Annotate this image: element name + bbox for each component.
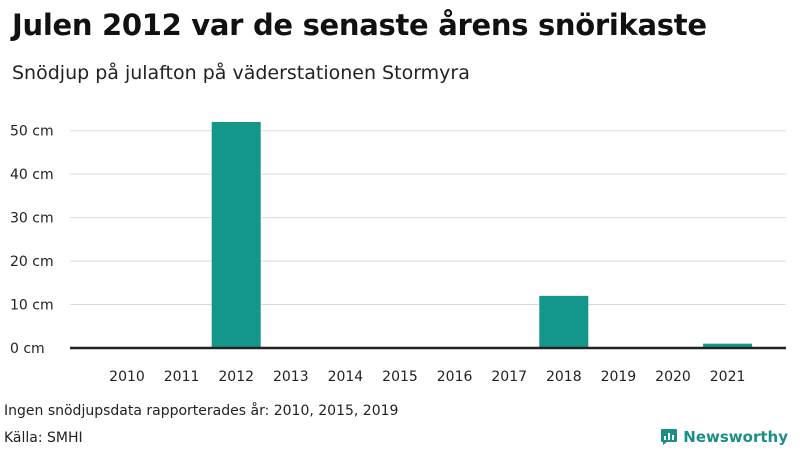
source-note: Källa: SMHI <box>4 430 83 446</box>
data-note: Ingen snödjupsdata rapporterades år: 201… <box>4 403 399 419</box>
brand-logo: Newsworthy <box>660 428 788 446</box>
x-tick-label: 2010 <box>109 369 145 385</box>
y-tick-label: 50 cm <box>10 124 54 140</box>
x-tick-label: 2018 <box>546 369 582 385</box>
y-tick-label: 40 cm <box>10 167 54 183</box>
chart-title: Julen 2012 var de senaste årens snörikas… <box>12 8 707 42</box>
bar-2012 <box>211 122 261 348</box>
x-tick-label: 2011 <box>164 369 200 385</box>
y-tick-label: 0 cm <box>10 341 45 357</box>
x-tick-label: 2020 <box>655 369 691 385</box>
x-tick-label: 2013 <box>273 369 309 385</box>
bar-2021 <box>703 343 753 348</box>
chart-subtitle: Snödjup på julafton på väderstationen St… <box>12 62 470 84</box>
y-tick-label: 30 cm <box>10 211 54 227</box>
x-tick-label: 2021 <box>710 369 746 385</box>
x-tick-label: 2015 <box>382 369 418 385</box>
brand-name: Newsworthy <box>683 428 788 446</box>
x-tick-label: 2019 <box>601 369 637 385</box>
x-tick-label: 2012 <box>218 369 254 385</box>
x-tick-label: 2016 <box>437 369 473 385</box>
x-tick-label: 2017 <box>491 369 527 385</box>
y-tick-label: 20 cm <box>10 254 54 270</box>
x-tick-label: 2014 <box>328 369 364 385</box>
bar-2018 <box>539 295 589 348</box>
newsworthy-logo-icon <box>661 429 678 445</box>
y-tick-label: 10 cm <box>10 298 54 314</box>
bar-chart: 0 cm 10 cm 20 cm 30 cm 40 cm 50 cm 2010 2011 201… <box>10 122 786 385</box>
